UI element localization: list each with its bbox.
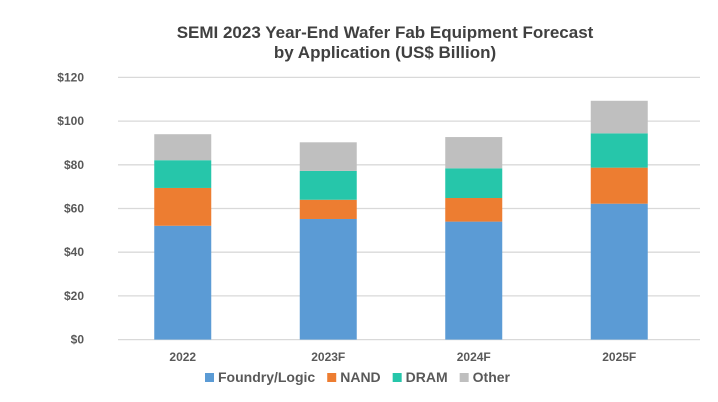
bar-dram [445, 168, 503, 199]
bar-dram [590, 133, 648, 168]
y-tick-label: $80 [64, 158, 84, 172]
y-tick-label: $20 [64, 289, 84, 303]
bar-foundry-logic [154, 225, 212, 340]
legend-label: Foundry/Logic [218, 369, 315, 385]
bar-nand [154, 187, 212, 226]
bar-nand [445, 198, 503, 222]
legend-label: DRAM [406, 369, 448, 385]
bar-dram [299, 170, 357, 200]
y-tick-label: $120 [57, 70, 84, 84]
bar-other [299, 142, 357, 171]
x-tick-label: 2022 [169, 350, 196, 364]
bar-dram [154, 160, 212, 188]
y-tick-label: $100 [57, 114, 84, 128]
legend-swatch [327, 373, 337, 382]
bar-other [445, 137, 503, 169]
legend-swatch [459, 373, 469, 382]
chart-title-line-1: SEMI 2023 Year-End Wafer Fab Equipment F… [176, 23, 594, 42]
chart-title-line-2: by Application (US$ Billion) [273, 43, 497, 62]
x-tick-label: 2024F [457, 350, 491, 364]
legend-label: Other [473, 369, 511, 385]
legend-label: NAND [340, 369, 380, 385]
y-tick-label: $60 [64, 202, 84, 216]
x-tick-label: 2025F [602, 350, 636, 364]
bar-other [154, 134, 212, 161]
x-tick-label: 2023F [311, 350, 345, 364]
bar-nand [299, 199, 357, 219]
bar-foundry-logic [299, 218, 357, 340]
y-tick-label: $0 [71, 333, 85, 347]
bar-foundry-logic [590, 203, 648, 340]
legend-swatch [205, 373, 214, 382]
y-tick-label: $40 [64, 245, 84, 259]
legend-swatch [392, 373, 402, 382]
bar-foundry-logic [445, 221, 503, 340]
bar-other [590, 100, 648, 134]
bar-nand [590, 167, 648, 204]
